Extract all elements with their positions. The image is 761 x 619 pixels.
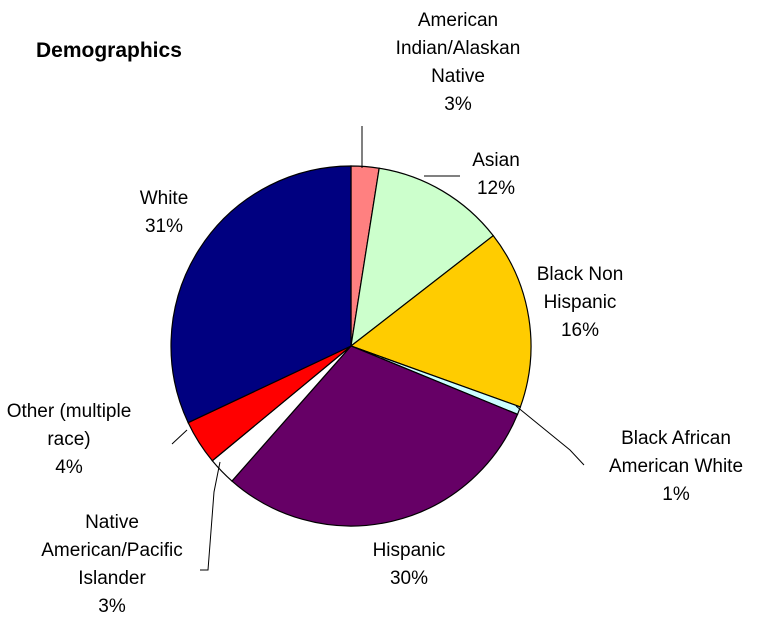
slice-percent-label: 1% — [662, 484, 690, 505]
pie-slice — [231, 345, 519, 527]
slice-label: Hispanic — [373, 540, 446, 561]
slice-label: Native — [85, 512, 139, 533]
slice-label: race) — [47, 429, 90, 450]
slice-label: American/Pacific — [41, 540, 183, 561]
slice-percent-label: 4% — [55, 457, 83, 478]
slice-label: Asian — [472, 150, 520, 171]
slice-label: Islander — [78, 568, 146, 589]
slice-percent-label: 3% — [98, 596, 126, 617]
slice-label: Hispanic — [544, 292, 617, 313]
slice-label: Indian/Alaskan — [396, 38, 521, 59]
pie-slice — [170, 165, 352, 424]
slice-label: Black African — [621, 428, 731, 449]
pie-slice — [349, 234, 532, 408]
slice-percent-label: 3% — [444, 94, 472, 115]
slice-percent-label: 30% — [390, 568, 428, 589]
leader-line — [171, 429, 188, 445]
slice-labels: American Indian/Alaskan Native 3% Asian 12% Bl… — [7, 10, 743, 617]
leader-line — [515, 405, 585, 466]
slice-label: Black Non — [537, 264, 624, 285]
slice-percent-label: 12% — [477, 178, 515, 199]
slice-label: American White — [609, 456, 743, 477]
slice-percent-label: 16% — [561, 320, 599, 341]
leader-lines — [171, 126, 585, 571]
slice-label: American — [418, 10, 498, 31]
slice-label: White — [140, 188, 189, 209]
pie-slices — [170, 165, 532, 527]
chart-title: Demographics — [36, 39, 182, 62]
slice-label: Other (multiple — [7, 401, 132, 422]
pie-slice — [350, 167, 495, 348]
leader-line — [200, 461, 221, 571]
slice-label: Native — [431, 66, 485, 87]
slice-percent-label: 31% — [145, 216, 183, 237]
